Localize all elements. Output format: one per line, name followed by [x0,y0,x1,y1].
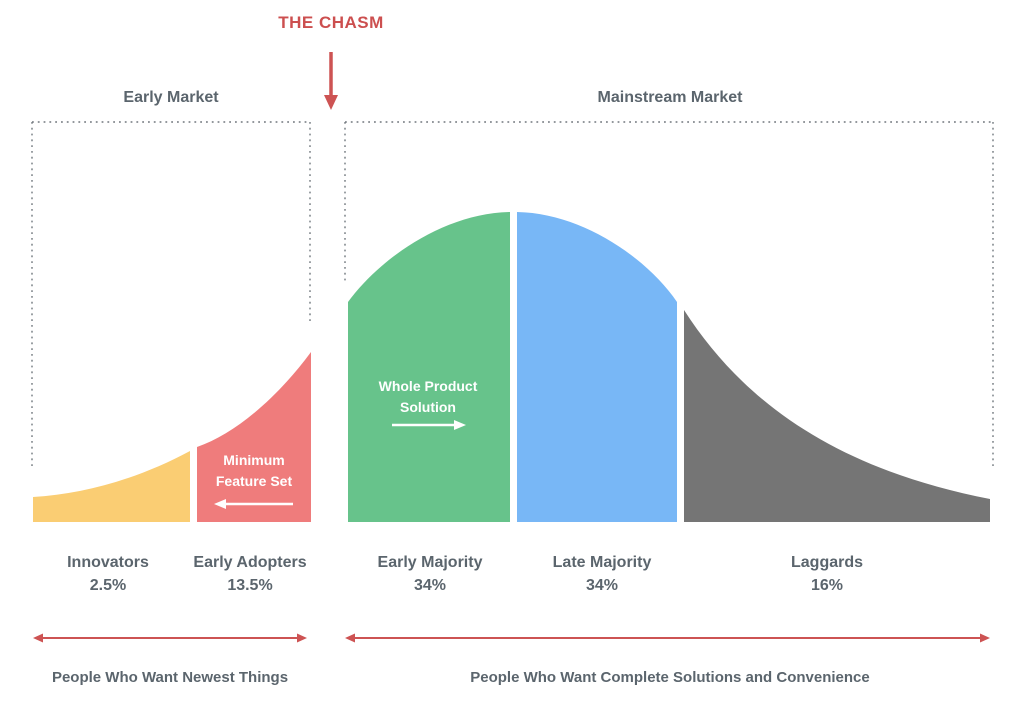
early-majority-pct: 34% [413,577,447,594]
chasm-arrow-head [324,95,338,110]
early-span-left-head [33,633,43,643]
laggards-pct: 16% [810,577,844,594]
innovators-pct: 2.5% [89,577,127,594]
late-majority-segment [517,212,677,522]
late-majority-pct: 34% [585,577,619,594]
whole-product-arrow-icon [392,420,466,430]
early-adopters-segment [197,352,311,522]
innovators-segment [33,451,190,522]
mainstream-market-caption: People Who Want Complete Solutions and C… [470,669,870,686]
minimum-feature-set-arrow-icon [214,499,293,509]
whole-product-arrow-head [454,420,466,430]
min-feature-line2: Feature Set [215,473,293,489]
whole-product-line1: Whole Product [378,378,478,394]
chasm-title: THE CHASM [278,13,384,32]
whole-product-line2: Solution [400,399,456,415]
early-adopters-pct: 13.5% [227,577,273,594]
minimum-feature-set-note: Minimum Feature Set [216,450,292,492]
late-majority-label: Late Majority [552,554,652,571]
chasm-down-arrow-icon [324,52,338,110]
early-market-dotted-box [31,121,311,467]
laggards-label: Laggards [790,554,864,571]
mainstream-market-label: Mainstream Market [597,89,743,106]
whole-product-solution-note: Whole Product Solution [379,376,478,418]
mainstream-market-dotted-box [344,121,994,470]
early-market-span-arrow [33,633,307,643]
min-feature-line1: Minimum [223,452,285,468]
laggards-segment [684,310,990,522]
early-majority-label: Early Majority [377,554,483,571]
mainstream-span-right-head [980,633,990,643]
early-adopters-label: Early Adopters [193,554,307,571]
mainstream-span-arrow [345,633,990,643]
early-market-label: Early Market [123,89,219,106]
early-span-right-head [297,633,307,643]
early-market-caption: People Who Want Newest Things [51,669,289,686]
mainstream-span-left-head [345,633,355,643]
min-feature-arrow-head [214,499,226,509]
innovators-label: Innovators [67,554,149,571]
early-majority-segment [348,212,510,522]
